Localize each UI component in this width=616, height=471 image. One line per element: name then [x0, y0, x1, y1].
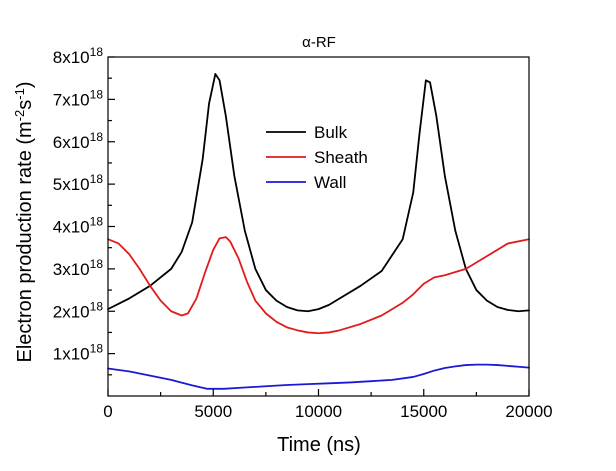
series-line-bulk — [107, 73, 530, 313]
y-axis-title: Electron production rate (m-2s-1) — [12, 81, 37, 362]
y-tick-exponent: 18 — [90, 87, 104, 101]
tick-label-layer: 0 5000 10000 15000 200001x10182x10183x10184x… — [53, 45, 553, 421]
x-axis-title: Time (ns) — [277, 434, 361, 456]
y-tick-exponent: 18 — [90, 257, 104, 271]
y-tick-exponent: 18 — [90, 172, 104, 186]
legend-label-wall: Wall — [314, 173, 346, 192]
legend-label-sheath: Sheath — [314, 148, 368, 167]
y-tick-label: 7x1018 — [53, 87, 104, 109]
x-tick-label: 0 — [103, 402, 112, 421]
series-line-wall — [107, 363, 530, 390]
x-tick-label: 5000 — [194, 402, 232, 421]
y-tick-label: 6x1018 — [53, 130, 104, 152]
y-tick-exponent: 18 — [90, 299, 104, 313]
y-tick-exponent: 18 — [90, 130, 104, 144]
y-axis-title-main: Electron production rate (m — [14, 121, 36, 362]
chart-title: α-RF — [302, 34, 336, 51]
y-tick-base: 2x10 — [53, 302, 90, 321]
y-tick-base: 8x10 — [53, 48, 90, 67]
y-tick-base: 1x10 — [53, 345, 90, 364]
legend: Bulk Sheath Wall — [266, 123, 368, 192]
y-axis-title-sup1: -2 — [12, 110, 27, 122]
y-tick-base: 6x10 — [53, 133, 90, 152]
y-tick-base: 7x10 — [53, 90, 90, 109]
y-tick-label: 5x1018 — [53, 172, 104, 194]
y-tick-exponent: 18 — [90, 342, 104, 356]
y-tick-exponent: 18 — [90, 215, 104, 229]
y-tick-label: 4x1018 — [53, 215, 104, 237]
axes-layer — [107, 56, 530, 397]
legend-label-bulk: Bulk — [314, 123, 348, 142]
y-axis-title-sup2: -1 — [12, 88, 27, 100]
y-tick-label: 2x1018 — [53, 299, 104, 321]
y-tick-base: 3x10 — [53, 260, 90, 279]
y-axis-title-mid: s — [14, 100, 36, 110]
y-axis-title-end: ) — [14, 81, 36, 88]
y-tick-label: 3x1018 — [53, 257, 104, 279]
x-tick-label: 20000 — [505, 402, 552, 421]
y-tick-base: 5x10 — [53, 175, 90, 194]
y-tick-base: 4x10 — [53, 218, 90, 237]
x-tick-label: 15000 — [400, 402, 447, 421]
y-tick-label: 8x1018 — [53, 45, 104, 67]
series-layer — [107, 73, 530, 390]
y-tick-label: 1x1018 — [53, 342, 104, 364]
y-tick-exponent: 18 — [90, 45, 104, 59]
series-line-sheath — [107, 236, 530, 335]
x-tick-label: 10000 — [295, 402, 342, 421]
